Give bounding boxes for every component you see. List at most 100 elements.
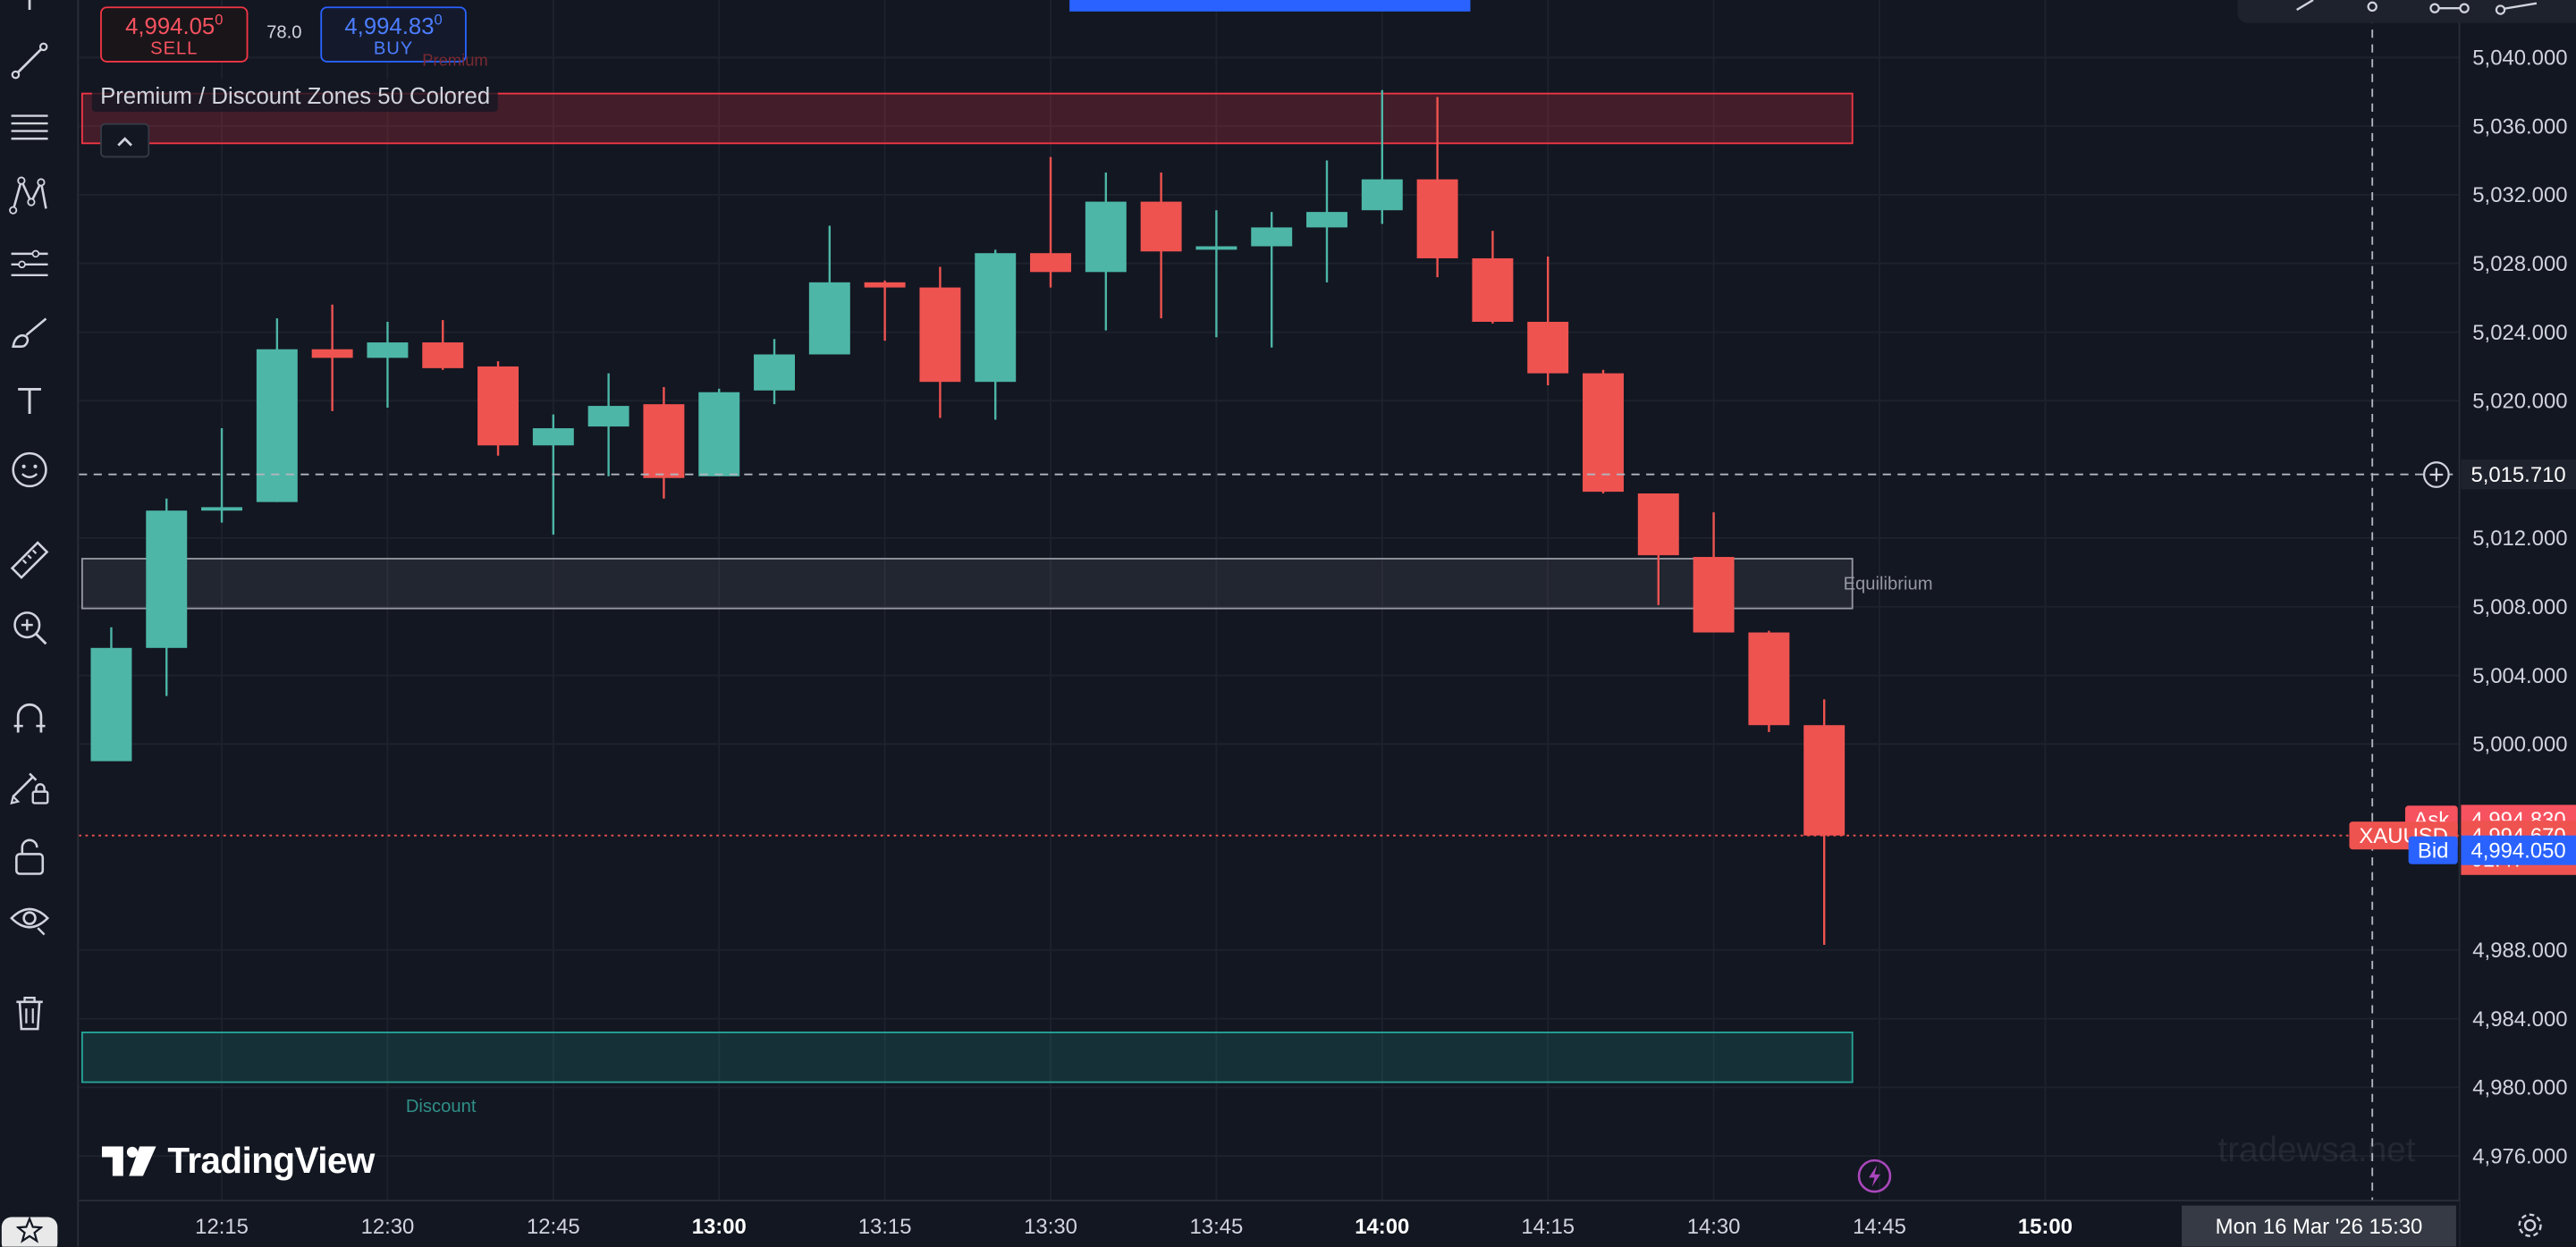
candle-body bbox=[1583, 373, 1624, 493]
bid-label-tag-bg bbox=[2408, 836, 2458, 864]
fib-icon[interactable] bbox=[8, 105, 51, 148]
ruler-icon[interactable] bbox=[8, 539, 51, 582]
candle-body bbox=[975, 253, 1017, 383]
equilibrium-zone-label: Equilibrium bbox=[1843, 575, 1933, 595]
candle-body bbox=[201, 507, 243, 511]
price-axis[interactable]: 5,040.000 5,036.000 5,032.000 5,028.000 5,02… bbox=[2349, 0, 2576, 1247]
candle-body bbox=[1140, 201, 1182, 252]
price-tick-label: 5,024.000 bbox=[2472, 321, 2567, 345]
tradingview-logo[interactable]: TradingView bbox=[101, 1140, 375, 1183]
candle-body bbox=[1030, 253, 1071, 273]
buy-button[interactable]: 4,994.830 BUY bbox=[320, 6, 467, 63]
time-axis-bg bbox=[79, 1201, 2460, 1247]
bid-price-tag: 4,994.050 bbox=[2461, 835, 2576, 865]
watermark: tradewsa.net bbox=[2217, 1131, 2416, 1170]
lock-pencil-icon[interactable] bbox=[8, 765, 51, 808]
price-tick-label: 5,000.000 bbox=[2472, 733, 2567, 757]
candle-down bbox=[1472, 231, 1514, 324]
star-icon[interactable] bbox=[1, 1217, 58, 1247]
time-tick-label: 12:45 bbox=[527, 1215, 580, 1239]
text-icon[interactable] bbox=[8, 379, 51, 422]
candle-down bbox=[919, 266, 961, 418]
lock-icon[interactable] bbox=[8, 834, 51, 877]
candle-body bbox=[367, 342, 409, 358]
emoji-icon[interactable] bbox=[8, 449, 51, 492]
candle-down bbox=[1527, 257, 1569, 386]
candle-body bbox=[146, 510, 188, 648]
candle-down bbox=[477, 361, 519, 456]
indicator-legend[interactable]: Premium / Discount Zones 50 Colored bbox=[91, 79, 499, 112]
cursor-tool-icon[interactable] bbox=[8, 0, 51, 33]
candle-up bbox=[1085, 172, 1127, 331]
candle-up bbox=[367, 322, 409, 409]
buy-label: BUY bbox=[373, 38, 414, 59]
candle-down bbox=[1030, 156, 1071, 288]
time-tick-label: 13:45 bbox=[1190, 1215, 1244, 1239]
spread-value: 78.0 bbox=[266, 22, 302, 43]
candle-body bbox=[1195, 246, 1237, 250]
bid-label-tag-text: Bid bbox=[2418, 838, 2449, 863]
time-tick-label: 14:15 bbox=[1521, 1215, 1575, 1239]
candle-up bbox=[1361, 89, 1403, 224]
candle-up bbox=[1251, 212, 1293, 348]
bid-price-tag-bg bbox=[2461, 835, 2576, 865]
equilibrium-zone bbox=[80, 558, 1854, 610]
candle-body bbox=[1306, 212, 1347, 228]
discount-zone bbox=[80, 1031, 1854, 1083]
price-tick-label: 4,988.000 bbox=[2472, 939, 2567, 963]
candle-down bbox=[1693, 512, 1735, 633]
price-tick-label: 4,980.000 bbox=[2472, 1076, 2567, 1100]
gear-icon[interactable] bbox=[2511, 1207, 2550, 1243]
drawing-toolbar bbox=[0, 0, 80, 1247]
candle-body bbox=[1251, 227, 1293, 247]
price-tick-label: 5,012.000 bbox=[2472, 527, 2567, 551]
eye-icon[interactable] bbox=[8, 897, 51, 939]
floating-toolbar[interactable] bbox=[2237, 0, 2576, 23]
candle-down bbox=[1637, 493, 1679, 605]
candle-up bbox=[1306, 160, 1347, 282]
candle-body bbox=[532, 428, 574, 446]
price-tick-label: 5,004.000 bbox=[2472, 664, 2567, 688]
candle-down bbox=[864, 280, 906, 341]
top-banner[interactable] bbox=[1069, 0, 1471, 12]
candle-body bbox=[1748, 632, 1790, 726]
pattern-icon[interactable] bbox=[8, 174, 51, 217]
price-tick-label: 4,984.000 bbox=[2472, 1007, 2567, 1032]
candle-down bbox=[422, 320, 464, 370]
candle-up bbox=[90, 627, 132, 762]
time-axis[interactable]: 12:15 12:30 12:45 13:00 13:15 13:30 13:45 14:00… bbox=[79, 1200, 2460, 1247]
candle-body bbox=[311, 349, 353, 358]
candle-body bbox=[477, 366, 519, 446]
price-tick-label: 5,020.000 bbox=[2472, 390, 2567, 414]
candle-up bbox=[808, 225, 850, 355]
time-tick-label: 12:30 bbox=[361, 1215, 415, 1239]
zones bbox=[80, 92, 1854, 1083]
brush-icon[interactable] bbox=[8, 312, 51, 355]
candle-body bbox=[587, 406, 629, 427]
magnet-icon[interactable] bbox=[8, 696, 51, 739]
price-tick-label: 5,040.000 bbox=[2472, 46, 2567, 71]
price-tick-label: 5,036.000 bbox=[2472, 114, 2567, 139]
collapse-legend-button[interactable] bbox=[100, 122, 150, 158]
line-tool-icon[interactable] bbox=[8, 39, 51, 82]
crosshair-price-text: 5,015.710 bbox=[2470, 463, 2565, 487]
trash-icon[interactable] bbox=[8, 992, 51, 1035]
zoom-icon[interactable] bbox=[8, 606, 51, 649]
time-tick-label: 13:15 bbox=[858, 1215, 912, 1239]
price-tick-label: 5,032.000 bbox=[2472, 183, 2567, 207]
sell-button[interactable]: 4,994.050 SELL bbox=[100, 6, 249, 63]
sell-price-pip: 0 bbox=[215, 12, 224, 29]
candle-body bbox=[698, 392, 740, 476]
lightning-icon[interactable] bbox=[1856, 1158, 1892, 1193]
candle-up bbox=[698, 388, 740, 476]
candle-body bbox=[1085, 201, 1127, 273]
candle-down bbox=[311, 304, 353, 411]
candle-body bbox=[1361, 179, 1403, 211]
candle-up bbox=[975, 249, 1017, 420]
crosshair-plus-icon[interactable] bbox=[2420, 459, 2453, 492]
time-tick-label: 14:45 bbox=[1853, 1215, 1906, 1239]
projection-icon[interactable] bbox=[8, 243, 51, 286]
candle-body bbox=[919, 287, 961, 383]
